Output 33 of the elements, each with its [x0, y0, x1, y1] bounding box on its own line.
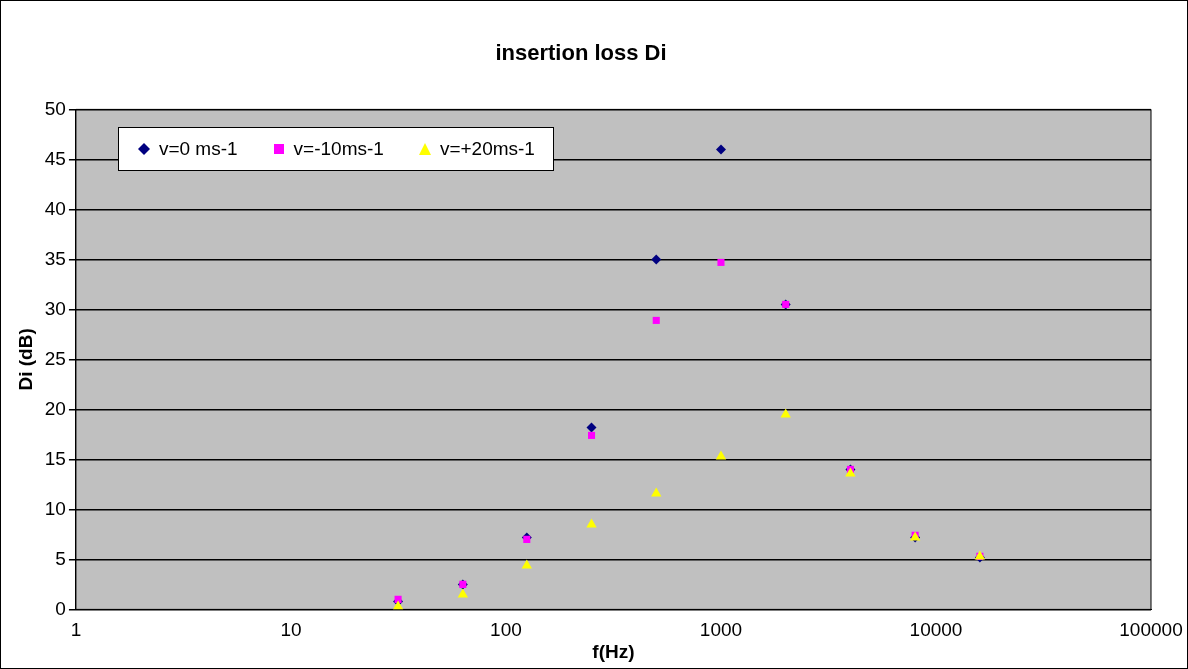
chart-title: insertion loss Di: [495, 40, 667, 66]
y-tick-label: 20: [44, 397, 66, 419]
y-tick-label: 50: [44, 97, 66, 119]
x-tick-label: 1: [70, 619, 82, 641]
point: [652, 316, 660, 324]
x-tick-label: 10: [280, 619, 302, 641]
y-tick-label: 15: [44, 447, 66, 469]
y-tick-label: 10: [44, 497, 66, 519]
point: [586, 422, 597, 433]
legend-label: v=0 ms-1: [158, 138, 238, 161]
x-tick-label: 10000: [909, 619, 963, 641]
y-tick-label: 5: [55, 547, 66, 569]
point: [392, 600, 404, 610]
y-tick-label: 40: [44, 197, 66, 219]
x-tick-label: 100000: [1119, 619, 1183, 641]
legend-label: v=-10ms-1: [293, 138, 384, 161]
point: [715, 144, 726, 155]
point: [587, 431, 596, 439]
y-axis-title: Di (dB): [14, 328, 36, 391]
y-tick-label: 25: [44, 347, 66, 369]
point: [651, 254, 662, 265]
point: [586, 518, 597, 528]
y-tick-label: 45: [44, 147, 66, 169]
x-tick-label: 1000: [699, 619, 743, 641]
y-tick-label: 30: [44, 297, 66, 319]
point: [394, 595, 402, 603]
point: [717, 258, 725, 266]
x-tick-label: 100: [490, 619, 522, 641]
x-axis-title: f(Hz): [592, 640, 635, 662]
y-tick-label: 0: [55, 597, 66, 619]
y-tick-label: 35: [44, 247, 66, 269]
legend-label: v=+20ms-1: [439, 138, 535, 161]
point: [715, 450, 727, 460]
